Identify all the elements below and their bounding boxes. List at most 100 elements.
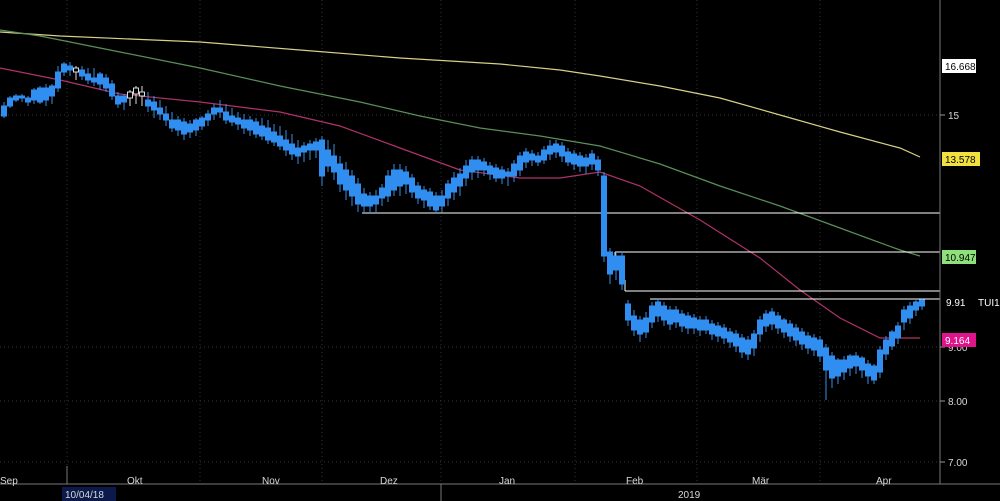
- candle-body: [295, 147, 301, 157]
- candle-body: [751, 333, 757, 349]
- candle: [769, 308, 775, 330]
- candle: [877, 346, 883, 378]
- x-tick-label: Okt: [127, 476, 143, 487]
- candle-body: [583, 157, 589, 167]
- y-tick-label: 9.00: [948, 343, 968, 354]
- candle: [115, 92, 121, 108]
- candle-body: [397, 169, 403, 187]
- candle-body: [421, 189, 427, 201]
- candle: [349, 170, 355, 206]
- candle: [109, 80, 115, 100]
- candles: [1, 62, 925, 400]
- candle: [889, 330, 895, 350]
- candle-body: [883, 339, 889, 355]
- candle-body: [703, 319, 709, 331]
- candle: [919, 298, 925, 310]
- candle-body: [469, 159, 475, 173]
- candle: [163, 106, 169, 126]
- candle-body: [661, 305, 667, 321]
- candle: [97, 72, 103, 90]
- candle-body: [367, 195, 373, 207]
- candle: [133, 86, 139, 104]
- candle: [211, 104, 217, 120]
- candle: [127, 90, 133, 106]
- candle-body: [541, 149, 547, 161]
- candle: [307, 140, 313, 160]
- candle: [481, 158, 487, 176]
- moving-average-line: [0, 31, 921, 158]
- candle: [235, 112, 241, 130]
- x-tick-label: Dez: [380, 476, 398, 487]
- candle-body: [151, 101, 157, 111]
- candle: [637, 316, 643, 342]
- candle: [409, 174, 415, 198]
- x-axis-ticks: Sep Okt Nov Dez Jan Feb Mär Apr 2019: [0, 466, 892, 501]
- candle-body: [193, 119, 199, 131]
- candle: [445, 180, 451, 206]
- candle: [601, 172, 607, 262]
- candle: [853, 352, 859, 374]
- candle: [247, 116, 253, 136]
- candle: [73, 66, 79, 80]
- candle: [541, 146, 547, 164]
- candle: [331, 144, 337, 180]
- candle: [415, 182, 421, 204]
- candle-body: [313, 141, 319, 151]
- candle-body: [895, 325, 901, 339]
- candle-body: [247, 119, 253, 131]
- x-tick-label: Jan: [499, 476, 515, 487]
- candle-body: [595, 159, 601, 171]
- candle-body: [865, 363, 871, 377]
- candle-body: [373, 195, 379, 205]
- candle-body: [529, 153, 535, 161]
- candle: [355, 178, 361, 212]
- candle-body: [157, 107, 163, 115]
- candle: [499, 166, 505, 184]
- candle: [301, 142, 307, 162]
- candle: [199, 116, 205, 130]
- candle-body: [73, 67, 79, 73]
- candle: [871, 364, 877, 384]
- candle: [829, 352, 835, 388]
- candle: [775, 312, 781, 334]
- candle-body: [811, 337, 817, 351]
- candle: [799, 328, 805, 350]
- candle-body: [271, 131, 277, 143]
- candle: [745, 336, 751, 360]
- moving-average-line: [0, 67, 920, 339]
- candle-body: [823, 347, 829, 371]
- candle: [37, 86, 43, 104]
- candle-body: [241, 119, 247, 129]
- candle-body: [847, 355, 853, 369]
- candle-body: [829, 355, 835, 379]
- candle-body: [43, 87, 49, 101]
- candle: [691, 314, 697, 334]
- candle-body: [343, 169, 349, 191]
- candle-body: [739, 337, 745, 353]
- candle-body: [523, 151, 529, 163]
- candle: [517, 152, 523, 176]
- candle-body: [763, 313, 769, 327]
- candle: [217, 100, 223, 118]
- ma20-tag: 9.164: [945, 336, 970, 347]
- ma100-tag: 13.578: [945, 155, 976, 166]
- candle: [79, 66, 85, 80]
- candle: [511, 160, 517, 182]
- candle-body: [481, 161, 487, 171]
- candle-body: [67, 65, 73, 71]
- candle: [373, 190, 379, 212]
- x-tick-label: Mär: [752, 476, 770, 487]
- candle-body: [817, 339, 823, 357]
- candle: [421, 186, 427, 208]
- candle-body: [655, 301, 661, 317]
- candle-body: [199, 117, 205, 127]
- candle-body: [475, 159, 481, 171]
- candle: [571, 150, 577, 170]
- candle: [427, 188, 433, 210]
- candle: [25, 96, 31, 106]
- candle-body: [613, 255, 619, 271]
- candle-body: [697, 319, 703, 331]
- candle: [505, 168, 511, 186]
- candle-body: [331, 155, 337, 173]
- candle-body: [253, 121, 259, 135]
